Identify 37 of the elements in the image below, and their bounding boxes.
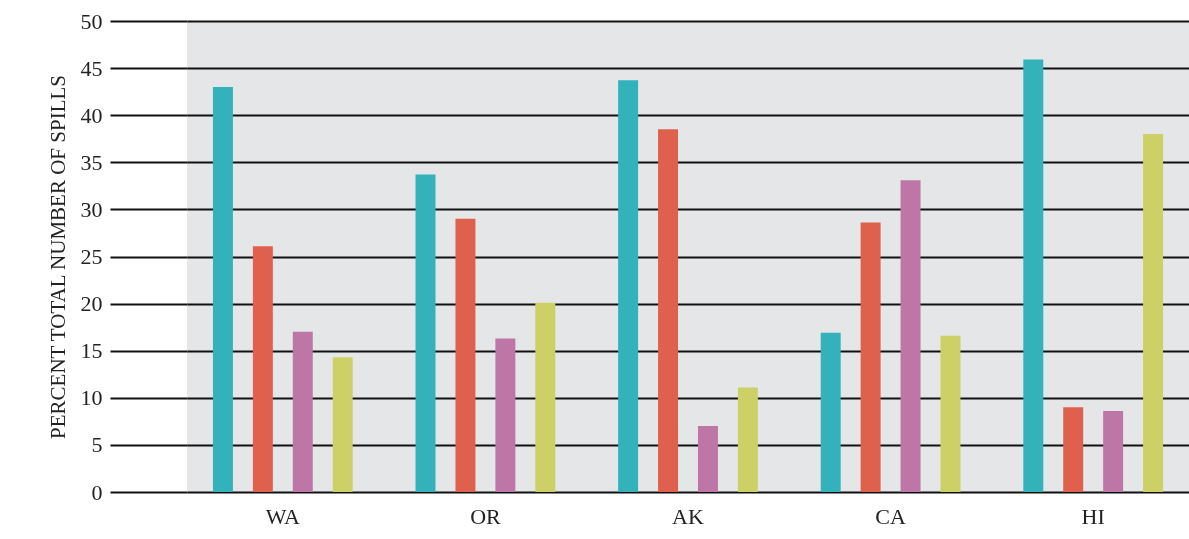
bar (332, 357, 353, 492)
bar (495, 338, 516, 492)
x-tick-label: AK (672, 503, 704, 529)
y-axis-title: PERCENT TOTAL NUMBER OF SPILLS (45, 75, 70, 439)
bar (940, 335, 961, 492)
bar (292, 331, 313, 492)
y-tick-label: 50 (80, 8, 103, 34)
y-tick-label: 40 (80, 102, 103, 128)
x-tick-label: HI (1081, 503, 1105, 529)
y-tick-label: 5 (91, 432, 103, 458)
y-tick-label: 30 (80, 196, 103, 222)
bar (415, 174, 436, 492)
x-tick-label: WA (265, 503, 301, 529)
x-tick-label: OR (470, 503, 502, 529)
bar (900, 180, 921, 492)
bar (1063, 407, 1084, 492)
bar (212, 86, 233, 492)
bar (737, 387, 758, 492)
y-tick-label: 20 (80, 291, 103, 317)
y-tick-label: 0 (91, 479, 103, 505)
x-tick-label: CA (875, 503, 906, 529)
y-tick-label: 35 (80, 149, 103, 175)
y-tick-label: 15 (80, 338, 103, 364)
y-tick-label: 25 (80, 244, 103, 269)
y-tick-label: 10 (80, 385, 103, 411)
bar (535, 302, 556, 492)
bar (820, 332, 841, 492)
bar (618, 80, 639, 492)
bar (860, 222, 881, 492)
bar (1143, 134, 1164, 492)
y-tick-label: 45 (80, 55, 103, 81)
bar (1103, 410, 1124, 492)
bar (697, 426, 718, 492)
bar (658, 129, 679, 492)
bar (1023, 59, 1044, 492)
bar (252, 246, 273, 492)
bar (455, 218, 476, 492)
